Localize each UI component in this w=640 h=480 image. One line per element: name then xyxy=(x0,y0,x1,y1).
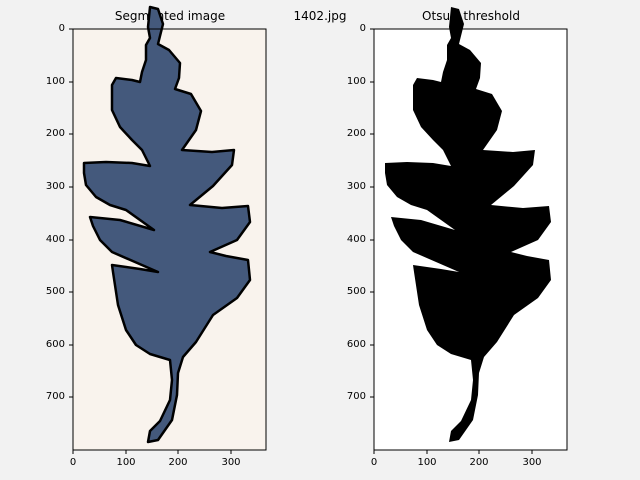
left-y-tick-label: 300 xyxy=(45,181,65,192)
left-y-tick-label: 200 xyxy=(45,128,65,139)
right-x-tick-label: 200 xyxy=(469,457,489,468)
right-y-tick-label: 0 xyxy=(359,23,366,34)
right-x-tick-label: 300 xyxy=(522,457,542,468)
right-panel xyxy=(373,7,568,451)
right-y-tick-label: 300 xyxy=(346,181,366,192)
right-panel-title: Otsu's threshold xyxy=(422,9,520,23)
left-y-tick-label: 400 xyxy=(45,234,65,245)
right-tick-marks xyxy=(370,28,533,454)
figure-title: 1402.jpg xyxy=(293,9,347,23)
right-y-tick-label: 700 xyxy=(346,391,366,402)
left-y-tick-label: 100 xyxy=(45,76,65,87)
left-panel xyxy=(72,5,267,451)
left-x-tick-label: 300 xyxy=(221,457,241,468)
left-tick-marks xyxy=(69,28,232,454)
right-y-tick-label: 200 xyxy=(346,128,366,139)
left-y-tick-label: 600 xyxy=(45,339,65,350)
right-x-tick-label: 0 xyxy=(370,457,378,468)
left-x-tick-label: 100 xyxy=(116,457,136,468)
right-y-tick-label: 400 xyxy=(346,234,366,245)
right-y-tick-label: 100 xyxy=(346,76,366,87)
left-x-tick-label: 200 xyxy=(168,457,188,468)
right-y-tick-label: 500 xyxy=(346,286,366,297)
left-y-tick-label: 500 xyxy=(45,286,65,297)
left-y-tick-label: 0 xyxy=(58,23,65,34)
right-y-tick-label: 600 xyxy=(346,339,366,350)
left-x-tick-label: 0 xyxy=(69,457,77,468)
left-panel-title: Segmented image xyxy=(114,9,226,23)
right-x-tick-label: 100 xyxy=(417,457,437,468)
left-y-tick-label: 700 xyxy=(45,391,65,402)
